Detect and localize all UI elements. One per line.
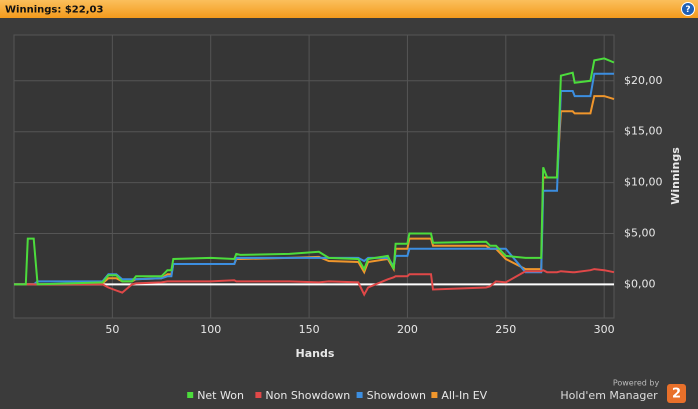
x-tick-label: 50 xyxy=(105,323,119,336)
y-tick-label: $20,00 xyxy=(624,74,663,87)
legend-label: All-In EV xyxy=(441,389,487,402)
logo-text: 2 xyxy=(672,387,681,402)
chart-title: Winnings: $22,03 xyxy=(5,5,103,16)
legend-swatch xyxy=(356,392,363,398)
series-line xyxy=(14,268,615,297)
x-tick-label: 250 xyxy=(495,323,516,336)
legend-swatch xyxy=(431,392,438,398)
y-tick-label: $10,00 xyxy=(624,176,663,189)
logo xyxy=(667,384,686,403)
legend-swatch xyxy=(187,392,194,398)
legend-label: Net Won xyxy=(197,389,244,402)
legend-label: Non Showdown xyxy=(265,389,350,402)
plot-area xyxy=(13,34,615,319)
product-name: Hold'em Manager xyxy=(560,389,658,402)
help-icon-glyph: ? xyxy=(685,5,690,15)
y-axis-label: Winnings xyxy=(669,147,682,205)
x-tick-label: 200 xyxy=(397,323,418,336)
x-tick-label: 300 xyxy=(594,323,615,336)
help-icon[interactable] xyxy=(681,2,695,16)
series-line xyxy=(14,72,614,286)
legend-swatch xyxy=(255,392,262,398)
x-tick-label: 150 xyxy=(299,323,320,336)
title-bar xyxy=(0,0,698,18)
y-tick-label: $15,00 xyxy=(624,125,663,138)
x-tick-label: 100 xyxy=(200,323,221,336)
y-tick-label: $5,00 xyxy=(624,227,656,240)
y-tick-label: $0,00 xyxy=(624,277,656,290)
x-axis-label: Hands xyxy=(296,347,335,360)
powered-by: Powered by xyxy=(613,379,660,388)
series-line xyxy=(14,57,615,286)
legend-label: Showdown xyxy=(367,389,426,402)
